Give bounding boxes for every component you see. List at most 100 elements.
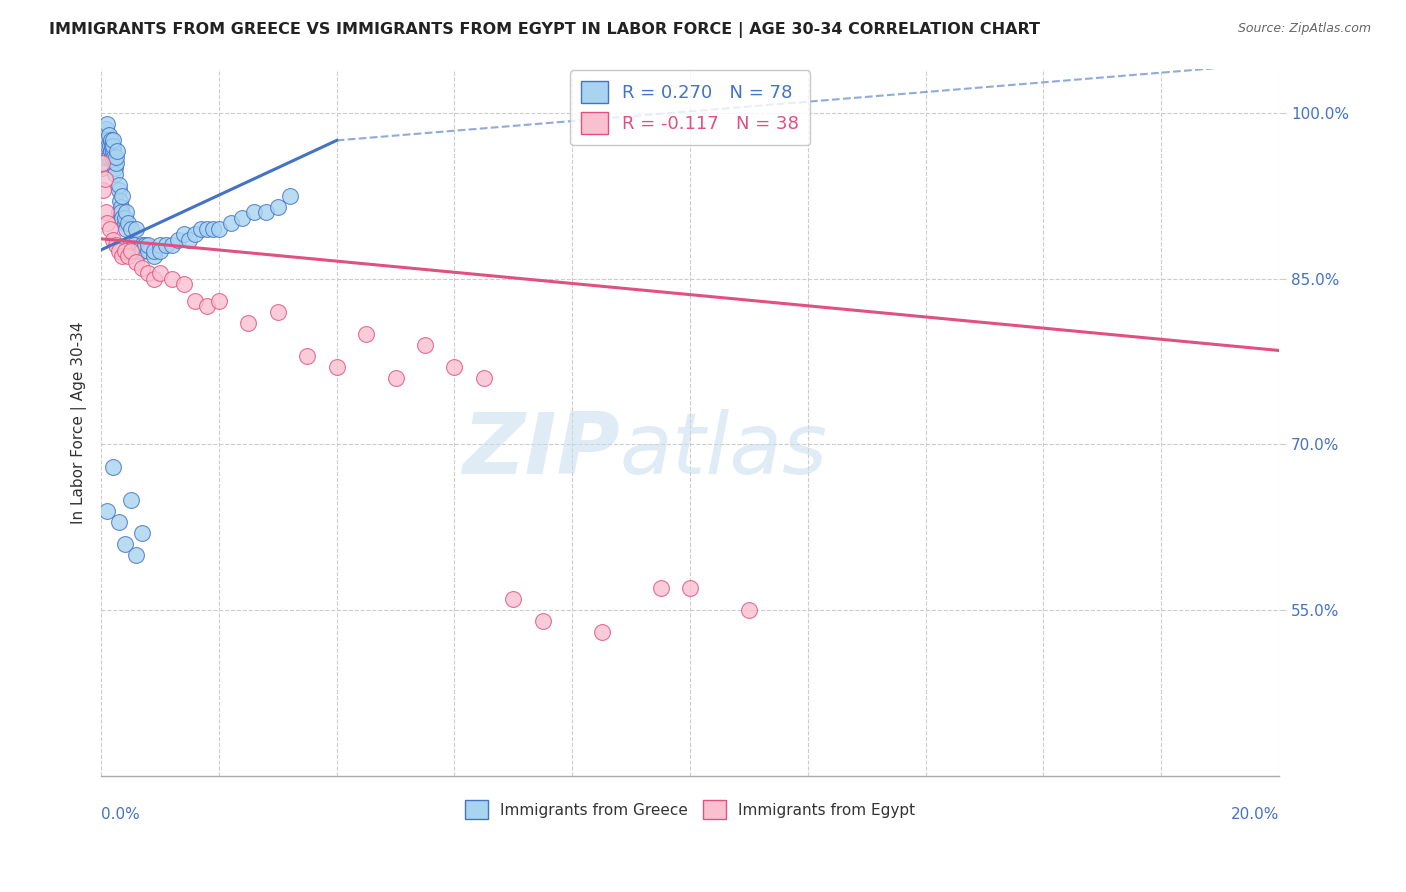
Point: [243, 205, 266, 219]
Point: [101, 459, 124, 474]
Text: 20.0%: 20.0%: [1230, 806, 1279, 822]
Point: [117, 238, 139, 252]
Point: [93, 172, 115, 186]
Point: [384, 371, 406, 385]
Point: [166, 233, 188, 247]
Point: [91, 155, 114, 169]
Point: [125, 222, 148, 236]
Point: [125, 244, 148, 258]
Point: [202, 222, 225, 236]
Point: [120, 492, 142, 507]
Point: [278, 188, 301, 202]
Point: [100, 139, 122, 153]
Point: [591, 625, 613, 640]
Point: [104, 150, 127, 164]
Point: [502, 592, 524, 607]
Point: [115, 222, 138, 236]
Point: [131, 244, 153, 258]
Point: [104, 161, 127, 175]
Text: atlas: atlas: [620, 409, 827, 492]
Point: [413, 338, 436, 352]
Point: [125, 255, 148, 269]
Point: [93, 183, 115, 197]
Point: [208, 293, 231, 308]
Point: [96, 504, 118, 518]
Point: [104, 167, 127, 181]
Point: [117, 216, 139, 230]
Point: [107, 183, 129, 197]
Point: [125, 548, 148, 562]
Point: [105, 145, 128, 159]
Point: [190, 222, 212, 236]
Point: [107, 178, 129, 192]
Point: [354, 326, 377, 341]
Point: [93, 145, 115, 159]
Point: [136, 238, 159, 252]
Point: [101, 233, 124, 247]
Point: [184, 293, 207, 308]
Point: [104, 238, 127, 252]
Point: [267, 200, 290, 214]
Point: [195, 299, 218, 313]
Point: [120, 222, 142, 236]
Point: [91, 161, 114, 175]
Point: [131, 238, 153, 252]
Point: [97, 150, 120, 164]
Point: [114, 537, 136, 551]
Point: [149, 244, 172, 258]
Point: [149, 238, 172, 252]
Point: [96, 117, 118, 131]
Point: [179, 233, 201, 247]
Point: [107, 205, 129, 219]
Point: [101, 139, 124, 153]
Point: [101, 145, 124, 159]
Point: [107, 244, 129, 258]
Point: [131, 525, 153, 540]
Point: [297, 349, 319, 363]
Point: [531, 615, 554, 629]
Point: [131, 260, 153, 275]
Point: [160, 271, 183, 285]
Point: [110, 200, 132, 214]
Point: [443, 360, 465, 375]
Point: [120, 244, 142, 258]
Text: ZIP: ZIP: [461, 409, 620, 492]
Point: [117, 250, 139, 264]
Point: [679, 581, 702, 595]
Point: [104, 155, 127, 169]
Point: [149, 266, 172, 280]
Point: [100, 133, 122, 147]
Point: [98, 222, 121, 236]
Point: [122, 238, 145, 252]
Point: [143, 271, 166, 285]
Point: [173, 277, 195, 292]
Point: [96, 122, 118, 136]
Point: [114, 216, 136, 230]
Point: [143, 244, 166, 258]
Point: [472, 371, 495, 385]
Point: [195, 222, 218, 236]
Text: IMMIGRANTS FROM GREECE VS IMMIGRANTS FROM EGYPT IN LABOR FORCE | AGE 30-34 CORRE: IMMIGRANTS FROM GREECE VS IMMIGRANTS FRO…: [49, 22, 1040, 38]
Y-axis label: In Labor Force | Age 30-34: In Labor Force | Age 30-34: [72, 321, 87, 524]
Point: [111, 211, 134, 225]
Point: [111, 250, 134, 264]
Point: [110, 205, 132, 219]
Point: [738, 603, 761, 617]
Point: [93, 150, 115, 164]
Point: [94, 139, 117, 153]
Point: [96, 216, 118, 230]
Point: [114, 244, 136, 258]
Point: [93, 133, 115, 147]
Text: Source: ZipAtlas.com: Source: ZipAtlas.com: [1237, 22, 1371, 36]
Point: [160, 238, 183, 252]
Point: [101, 133, 124, 147]
Point: [184, 227, 207, 242]
Point: [111, 188, 134, 202]
Point: [238, 316, 260, 330]
Point: [120, 244, 142, 258]
Point: [325, 360, 347, 375]
Point: [107, 515, 129, 529]
Point: [173, 227, 195, 242]
Point: [96, 133, 118, 147]
Point: [136, 244, 159, 258]
